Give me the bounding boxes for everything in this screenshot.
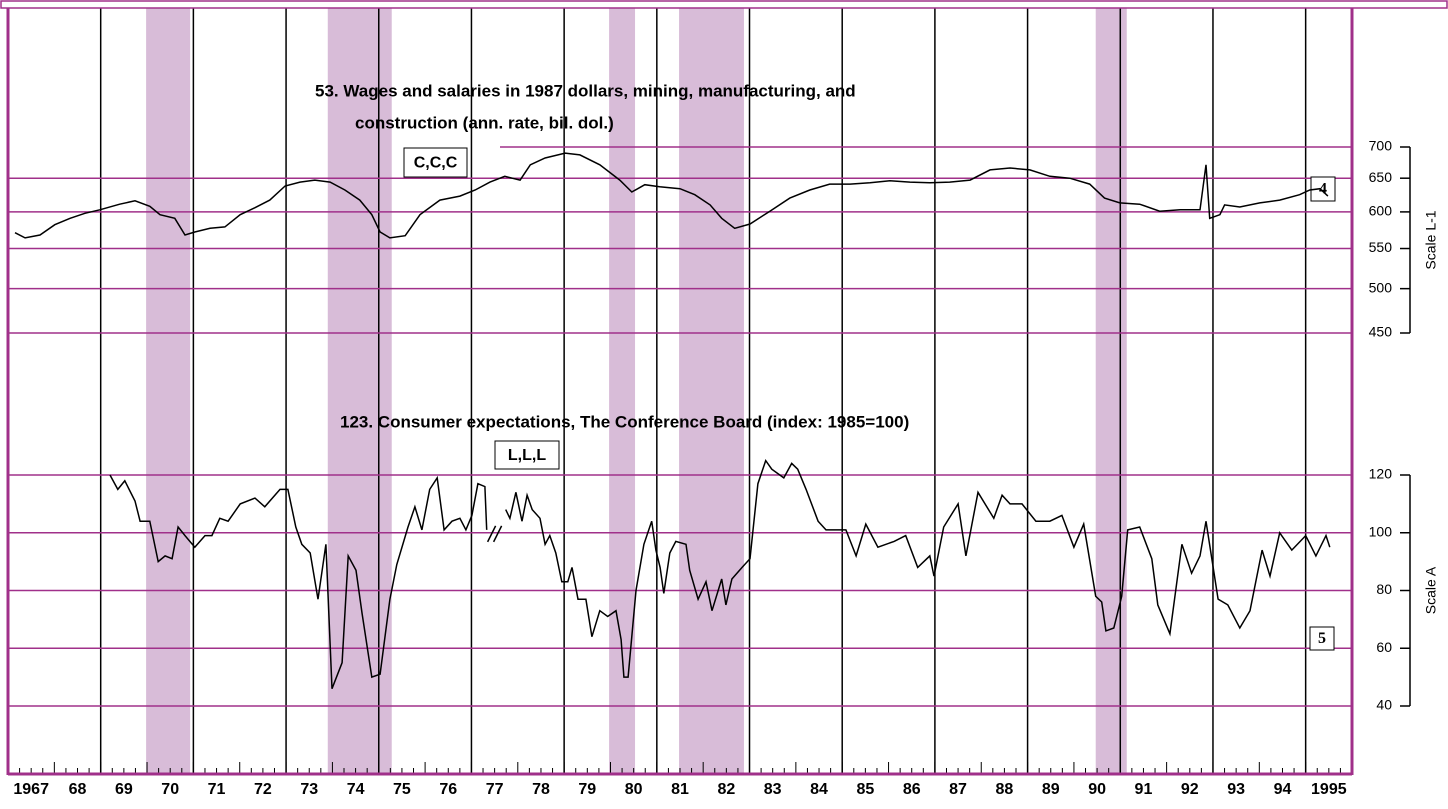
x-tick-label: 86 [903, 781, 921, 798]
annotation-box [403, 147, 468, 178]
y-tick-label: 600 [1369, 203, 1393, 219]
series-line [109, 474, 488, 689]
x-tick-label: 81 [671, 781, 689, 798]
panel-title: 123. Consumer expectations, The Conferen… [340, 412, 909, 431]
x-tick-label: 77 [486, 781, 504, 798]
x-tick-label: 71 [208, 781, 226, 798]
x-tick-label: 73 [300, 781, 318, 798]
x-tick-label: 1967 [13, 781, 49, 798]
panel-title: 53. Wages and salaries in 1987 dollars, … [315, 81, 856, 100]
recession-shading [146, 8, 191, 774]
x-tick-label: 69 [115, 781, 133, 798]
series-line [14, 152, 1329, 239]
recession-shading [679, 8, 744, 774]
y-tick-label: 80 [1376, 581, 1392, 597]
series-line [505, 458, 1331, 678]
x-tick-label: 88 [996, 781, 1014, 798]
x-tick-label: 75 [393, 781, 411, 798]
recession-shading [327, 8, 392, 774]
x-tick-label: 83 [764, 781, 782, 798]
y-tick-label: 550 [1369, 239, 1393, 255]
y-tick-label: 700 [1369, 138, 1393, 154]
background-layer [8, 8, 1352, 774]
x-tick-label: 78 [532, 781, 550, 798]
panel-title: construction (ann. rate, bil. dol.) [355, 113, 614, 132]
series-box-label: 4 [1319, 181, 1327, 198]
x-tick-label: 79 [578, 781, 596, 798]
y-tick-label: 500 [1369, 279, 1393, 295]
y-tick-label: 450 [1369, 324, 1393, 340]
series-box-label: 5 [1318, 630, 1326, 647]
y-axis-label: Scale L-1 [1423, 210, 1439, 269]
x-tick-label: 74 [347, 781, 365, 798]
x-tick-label: 93 [1227, 781, 1245, 798]
x-tick-label: 94 [1274, 781, 1292, 798]
break-mark [486, 525, 497, 543]
y-tick-label: 100 [1369, 523, 1393, 539]
y-axis-label: Scale A [1423, 566, 1439, 614]
x-tick-label: 72 [254, 781, 272, 798]
recession-shading [1095, 8, 1127, 774]
x-tick-label: 76 [439, 781, 457, 798]
x-tick-label: 1995 [1311, 781, 1347, 798]
y-tick-label: 60 [1376, 639, 1392, 655]
x-tick-label: 70 [161, 781, 179, 798]
y-tick-label: 40 [1376, 697, 1392, 713]
break-mark [492, 525, 503, 543]
x-tick-label: 91 [1135, 781, 1153, 798]
x-tick-label: 87 [949, 781, 967, 798]
x-tick-label: 84 [810, 781, 828, 798]
x-tick-label: 90 [1088, 781, 1106, 798]
foreground-layer: 1967 68 69 70 71 72 73 74 75 76 77 78 79 80 81 82 83 84 85… [6, 8, 1439, 798]
annotation-box [494, 440, 560, 470]
series-box [1309, 626, 1335, 651]
annotation: C,C,C [414, 155, 458, 172]
x-tick-label: 89 [1042, 781, 1060, 798]
x-tick-label: 85 [856, 781, 874, 798]
x-tick-label: 92 [1181, 781, 1199, 798]
x-tick-label: 80 [625, 781, 643, 798]
y-tick-label: 650 [1369, 169, 1393, 185]
y-tick-label: 120 [1369, 466, 1393, 482]
x-tick-label: 82 [717, 781, 735, 798]
top-frame [0, 0, 1448, 9]
annotation: L,L,L [508, 447, 546, 464]
x-tick-label: 68 [69, 781, 87, 798]
